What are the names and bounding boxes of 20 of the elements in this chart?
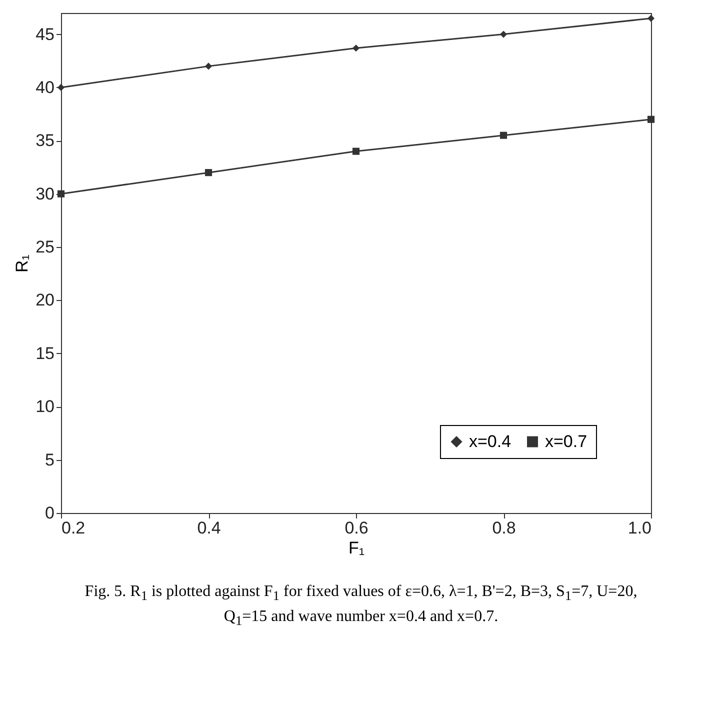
x-tick-label: 0.2 [62,518,86,538]
y-tick-label: 15 [36,344,54,363]
x-tick-label: 1.0 [628,518,652,538]
legend-label: x=0.4 [469,432,512,451]
y-tick-label: 25 [36,238,54,257]
y-tick-label: 40 [36,78,54,97]
legend-label: x=0.7 [545,432,588,451]
x-tick-label: 0.8 [492,518,516,538]
y-tick-label: 5 [45,450,54,470]
y-tick-label: 35 [36,131,54,150]
y-tick-label: 0 [45,504,54,522]
x-tick-label: 0.4 [197,518,221,538]
y-axis-title: R₁ [12,254,32,273]
text: Fig. 5. R$_{1}$ is plotted against F$_{1}$ for fixed values of ε=0.6, λ=1, B'=2, B=3, S$_{1}$=7, U=20, Q$_{1}$=15 and wave number x=0.4 and x=0.7. [84,583,638,628]
x-tick-label: 0.6 [344,518,368,538]
y-tick-label: 20 [36,290,54,310]
y-tick-label: 30 [36,184,54,204]
x-axis-title: F₁ [348,538,365,558]
y-tick-label: 45 [36,24,54,44]
y-tick-label: 10 [36,397,54,416]
